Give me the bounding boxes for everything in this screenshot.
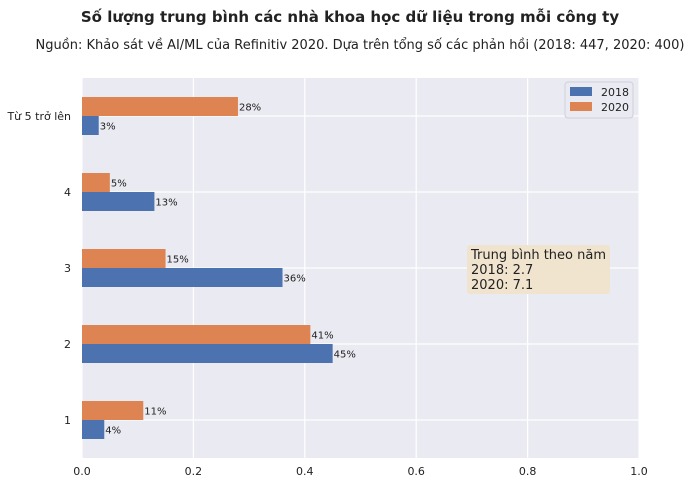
y-tick-labels: 1 2 3 4 Từ 5 trở lên (6, 110, 71, 427)
bar-2018 (82, 116, 99, 135)
data-label: 36% (284, 274, 306, 285)
chart-title: Số lượng trung bình các nhà khoa học dữ … (81, 7, 619, 26)
x-tick-label: 0.8 (519, 465, 537, 478)
data-label: 45% (334, 350, 356, 361)
legend-label: 2018 (601, 86, 629, 99)
legend-swatch-2020 (570, 102, 592, 111)
x-tick-label: 0.0 (73, 465, 91, 478)
legend-swatch-2018 (570, 87, 592, 96)
y-tick-label: 4 (64, 186, 71, 199)
x-tick-label: 0.2 (185, 465, 203, 478)
legend: 2018 2020 (564, 81, 634, 119)
bar-2020 (82, 173, 110, 192)
bar-2020 (82, 325, 311, 344)
bar-2020 (82, 401, 144, 420)
data-label: 11% (144, 407, 166, 418)
bar-2020 (82, 249, 166, 268)
data-label: 28% (239, 103, 261, 114)
bar-2018 (82, 420, 105, 439)
bar-2018 (82, 268, 283, 287)
legend-label: 2020 (601, 101, 629, 114)
annotation-line: 2020: 7.1 (471, 278, 533, 293)
bar-2020 (82, 97, 238, 116)
annotation-box (467, 245, 610, 294)
data-label: 13% (155, 198, 177, 209)
y-tick-label: 3 (64, 262, 71, 275)
chart-subtitle: Nguồn: Khảo sát về AI/ML của Refinitiv 2… (36, 38, 685, 53)
bar-2018 (82, 344, 333, 363)
data-labels: 4% 11% 45%41% 36% 15% 13% 5% 3% 28% (100, 103, 356, 437)
annotation-line: 2018: 2.7 (471, 263, 533, 278)
annotation-line: Trung bình theo năm (470, 248, 606, 263)
y-tick-label: 1 (64, 414, 71, 427)
bar-2018 (82, 192, 155, 211)
x-tick-label: 1.0 (630, 465, 648, 478)
y-tick-label: 2 (64, 338, 71, 351)
data-label: 3% (100, 122, 116, 133)
y-tick-label: Từ 5 trở lên (6, 110, 71, 123)
data-label: 5% (111, 179, 127, 190)
x-tick-label: 0.6 (407, 465, 425, 478)
x-tick-label: 0.4 (296, 465, 314, 478)
data-label: 4% (105, 426, 121, 437)
x-tick-labels: 0.0 0.2 0.4 0.6 0.8 1.0 (73, 465, 648, 478)
bars (82, 97, 333, 439)
data-label: 15% (167, 255, 189, 266)
data-label: 41% (311, 331, 333, 342)
